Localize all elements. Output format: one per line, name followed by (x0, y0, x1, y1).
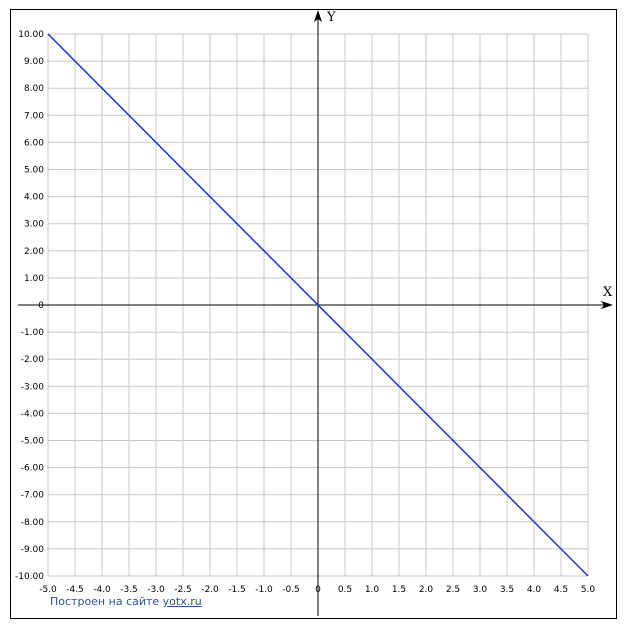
x-tick-label: 3.0 (473, 585, 488, 595)
y-tick-label: 6.00 (24, 138, 44, 148)
y-tick-label: -1.00 (21, 328, 45, 338)
y-axis-label: Y (326, 10, 336, 25)
x-tick-label: -2.5 (174, 585, 192, 595)
y-tick-label: 0 (38, 301, 44, 311)
y-tick-label: -10.00 (15, 572, 44, 582)
y-tick-label: 7.00 (24, 111, 44, 121)
x-tick-label: -3.0 (147, 585, 165, 595)
x-tick-label: -5.0 (39, 585, 57, 595)
credit-text: Построен на сайте (50, 595, 160, 608)
y-tick-label: -7.00 (21, 491, 45, 501)
y-tick-label: 10.00 (18, 30, 44, 40)
y-tick-label: -9.00 (21, 545, 45, 555)
x-tick-label: 1.0 (365, 585, 380, 595)
x-tick-label: -2.0 (201, 585, 219, 595)
y-tick-label: 2.00 (24, 247, 44, 257)
x-tick-label: -3.5 (120, 585, 138, 595)
axes (18, 10, 613, 616)
chart-frame (10, 9, 617, 619)
y-tick-label: 9.00 (24, 57, 44, 67)
plot-area (47, 33, 589, 577)
x-tick-label: 1.5 (392, 585, 406, 595)
y-tick-label: 5.00 (24, 166, 44, 176)
y-tick-label: 8.00 (24, 84, 44, 94)
x-tick-label: 4.0 (527, 585, 542, 595)
y-tick-label: -5.00 (21, 437, 45, 447)
credit-line: Построен на сайте yotx.ru (50, 595, 202, 608)
x-tick-label: 0 (315, 585, 321, 595)
x-tick-label: -1.5 (228, 585, 246, 595)
x-tick-label: 4.5 (554, 585, 568, 595)
y-tick-label: -8.00 (21, 518, 45, 528)
y-tick-label: 4.00 (24, 193, 44, 203)
x-axis-label: X (603, 285, 613, 300)
x-tick-label: 3.5 (500, 585, 514, 595)
y-axis-arrow-icon (314, 10, 322, 22)
x-tick-label: 0.5 (338, 585, 352, 595)
x-axis-arrow-icon (601, 301, 613, 309)
y-tick-label: -2.00 (21, 355, 45, 365)
y-tick-label: -6.00 (21, 464, 45, 474)
series-line (47, 33, 589, 577)
tick-labels: -5.0 -4.5 -4.0 -3.5 -3.0 -2.5 -2.0 -1.5 -1.0 -0.5… (15, 30, 595, 595)
y-tick-label: -3.00 (21, 382, 45, 392)
x-tick-label: 2.5 (446, 585, 460, 595)
y-tick-label: 1.00 (24, 274, 44, 284)
x-tick-label: -1.0 (255, 585, 273, 595)
x-tick-label: -0.5 (282, 585, 300, 595)
y-tick-label: -4.00 (21, 409, 45, 419)
credit-link[interactable]: yotx.ru (162, 595, 202, 608)
x-tick-label: -4.0 (93, 585, 111, 595)
x-tick-label: 2.0 (419, 585, 434, 595)
x-tick-label: 5.0 (581, 585, 596, 595)
x-tick-label: -4.5 (66, 585, 84, 595)
y-tick-label: 3.00 (24, 220, 44, 230)
